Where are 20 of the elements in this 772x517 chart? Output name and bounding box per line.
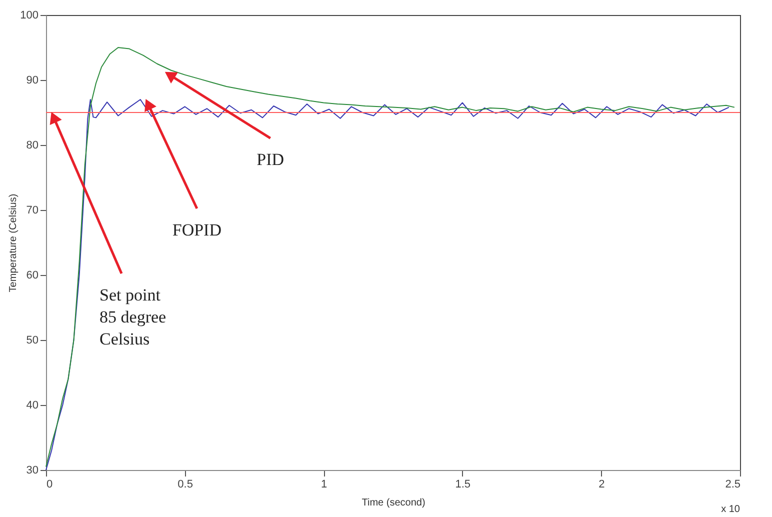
x-tick-label: 2 — [598, 478, 605, 490]
y-tick-label: 40 — [26, 400, 38, 412]
y-tick-label: 50 — [26, 334, 38, 346]
x-tick-label: 1 — [321, 478, 328, 490]
x-tick-label: 2.5 — [725, 478, 740, 490]
annotation: PID — [256, 150, 284, 170]
x-axis-title: Time (second) — [362, 498, 426, 508]
annotation: Set point 85 degree Celsius — [100, 286, 166, 348]
y-tick-label: 30 — [26, 464, 38, 476]
y-tick-label: 70 — [26, 204, 38, 216]
y-tick-label: 100 — [20, 10, 38, 22]
y-tick-label: 80 — [26, 140, 38, 152]
y-tick-label: 90 — [26, 74, 38, 86]
x-tick-label: 0.5 — [178, 478, 193, 490]
annotation: FOPID — [172, 220, 222, 240]
y-axis-title: Temperature (Celsius) — [8, 194, 20, 292]
x-tick-label: 0 — [46, 478, 53, 490]
x-tick-label: 1.5 — [455, 478, 471, 490]
text: x 10 — [721, 504, 740, 515]
y-tick-label: 60 — [26, 270, 38, 282]
